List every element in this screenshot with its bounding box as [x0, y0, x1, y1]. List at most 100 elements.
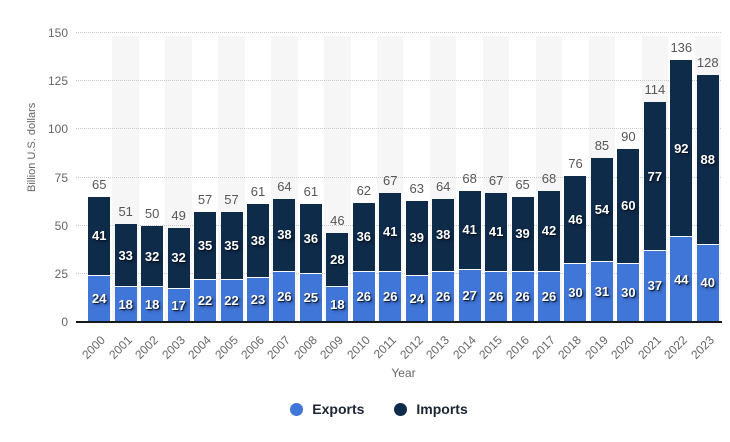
bar-2007-imports[interactable]: [273, 198, 296, 272]
value-label-exports-2020: 30: [621, 285, 636, 301]
value-label-exports-2006: 23: [250, 291, 266, 307]
bar-2011-exports[interactable]: [379, 271, 402, 322]
total-label-2015: 67: [488, 172, 504, 188]
legend: Exports Imports: [14, 401, 730, 417]
value-label-exports-2000: 24: [91, 290, 107, 306]
value-label-exports-2011: 26: [383, 288, 398, 304]
bar-2021-imports[interactable]: [643, 102, 666, 251]
bar-2000-exports[interactable]: [88, 275, 111, 322]
bar-2012-exports[interactable]: [405, 275, 428, 322]
bar-2009-imports[interactable]: [326, 233, 349, 288]
value-label-imports-2011: 41: [383, 224, 398, 240]
value-label-imports-2014: 41: [462, 222, 477, 238]
bar-2021-exports[interactable]: [643, 250, 666, 322]
legend-label-imports: Imports: [416, 401, 468, 417]
x-axis-title: Year: [391, 366, 416, 380]
y-tick-label-0: 0: [61, 315, 68, 329]
value-label-exports-2019: 31: [594, 284, 610, 300]
bar-2019-imports[interactable]: [590, 158, 613, 263]
bar-2015-imports[interactable]: [485, 192, 508, 272]
total-label-2008: 61: [303, 184, 319, 200]
legend-item-exports[interactable]: Exports: [290, 401, 364, 417]
value-label-imports-2020: 60: [621, 198, 636, 214]
bar-2013-imports[interactable]: [432, 198, 455, 272]
bar-2023-imports[interactable]: [696, 75, 719, 245]
bar-2000-imports[interactable]: [88, 196, 111, 276]
value-label-imports-2023: 88: [700, 152, 715, 168]
bar-2007-exports[interactable]: [273, 271, 296, 322]
value-label-exports-2023: 40: [700, 275, 715, 291]
value-label-imports-2007: 38: [277, 227, 292, 243]
bar-2009-exports[interactable]: [326, 287, 349, 322]
value-label-imports-2012: 39: [409, 230, 424, 246]
bar-2004-imports[interactable]: [194, 212, 217, 280]
total-label-2009: 46: [330, 213, 345, 229]
bar-2022-exports[interactable]: [670, 237, 693, 322]
value-label-imports-2006: 38: [250, 233, 266, 249]
total-label-2006: 61: [250, 184, 266, 200]
total-label-2016: 65: [515, 176, 530, 192]
total-label-2001: 51: [118, 203, 133, 219]
value-label-exports-2007: 26: [277, 288, 292, 304]
bar-2001-exports[interactable]: [114, 287, 137, 322]
bar-2001-imports[interactable]: [114, 223, 137, 288]
bar-2012-imports[interactable]: [405, 200, 428, 276]
value-label-exports-2015: 26: [488, 288, 504, 304]
bar-2020-exports[interactable]: [617, 264, 640, 322]
value-label-imports-2003: 32: [171, 250, 186, 266]
value-label-exports-2016: 26: [515, 288, 530, 304]
bar-2023-exports[interactable]: [696, 244, 719, 322]
bar-2011-imports[interactable]: [379, 192, 402, 272]
bar-2017-exports[interactable]: [538, 271, 561, 322]
bar-2002-imports[interactable]: [141, 225, 164, 288]
total-label-2002: 50: [144, 205, 160, 221]
bar-2013-exports[interactable]: [432, 271, 455, 322]
bar-2022-imports[interactable]: [670, 59, 693, 238]
bar-2019-exports[interactable]: [590, 262, 613, 322]
bar-2015-exports[interactable]: [485, 271, 508, 322]
gridline-150: [76, 32, 721, 33]
bar-2020-imports[interactable]: [617, 148, 640, 265]
bar-2005-imports[interactable]: [220, 212, 243, 280]
y-tick-label-75: 75: [54, 170, 68, 185]
total-label-2014: 68: [462, 171, 477, 186]
bar-2005-exports[interactable]: [220, 279, 243, 322]
y-tick-label-50: 50: [54, 218, 68, 233]
y-tick-label-25: 25: [54, 266, 68, 281]
bar-2010-imports[interactable]: [352, 202, 375, 272]
legend-item-imports[interactable]: Imports: [394, 401, 468, 417]
bar-2018-exports[interactable]: [564, 264, 587, 322]
y-tick-label-100: 100: [47, 122, 68, 137]
bar-2003-exports[interactable]: [167, 289, 190, 322]
value-label-imports-2019: 54: [594, 202, 610, 218]
total-label-2023: 128: [696, 55, 719, 71]
bar-2010-exports[interactable]: [352, 271, 375, 322]
value-label-imports-2001: 33: [118, 247, 133, 263]
bar-2017-imports[interactable]: [538, 191, 561, 272]
bar-2018-imports[interactable]: [564, 175, 587, 265]
total-label-2020: 90: [621, 128, 636, 144]
legend-dot-imports: [394, 402, 408, 416]
bar-2016-exports[interactable]: [511, 271, 534, 322]
value-label-exports-2002: 18: [144, 296, 160, 312]
total-label-2017: 68: [541, 171, 557, 186]
value-label-exports-2017: 26: [541, 288, 557, 304]
bar-2014-imports[interactable]: [458, 191, 481, 270]
bar-2003-imports[interactable]: [167, 227, 190, 290]
x-axis-line: [76, 321, 722, 323]
bar-2008-exports[interactable]: [299, 273, 322, 322]
bar-2014-exports[interactable]: [458, 269, 481, 322]
bar-2008-imports[interactable]: [299, 204, 322, 274]
value-label-imports-2005: 35: [224, 237, 239, 253]
bar-2016-imports[interactable]: [511, 196, 534, 272]
y-tick-label-125: 125: [47, 74, 68, 89]
bar-2002-exports[interactable]: [141, 287, 164, 322]
bar-2006-exports[interactable]: [246, 277, 269, 322]
value-label-imports-2017: 42: [541, 223, 557, 239]
total-label-2000: 65: [92, 176, 107, 192]
bar-2006-imports[interactable]: [246, 204, 269, 278]
total-label-2007: 64: [277, 178, 292, 194]
value-label-imports-2013: 38: [435, 227, 451, 243]
bar-2004-exports[interactable]: [194, 279, 217, 322]
value-label-imports-2016: 39: [515, 226, 530, 242]
